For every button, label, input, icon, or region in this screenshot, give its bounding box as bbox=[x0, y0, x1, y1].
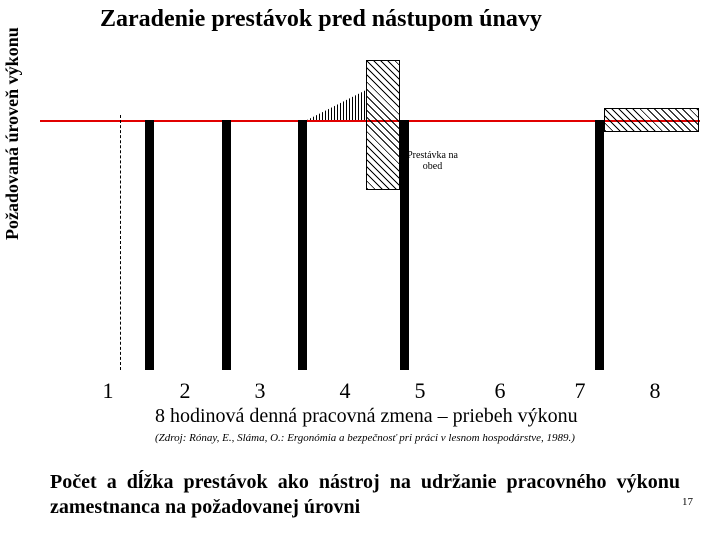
conclusion-text: Počet a dĺžka prestávok ako nástroj na u… bbox=[50, 470, 680, 520]
break-bar-3 bbox=[298, 120, 307, 370]
x-tick-1: 1 bbox=[103, 378, 114, 404]
chart-subtitle: 8 hodinová denná pracovná zmena – priebe… bbox=[155, 405, 578, 428]
performance-chart: Prestávka na obed bbox=[40, 50, 700, 370]
y-axis-label: Požadovaná úroveň výkonu bbox=[2, 10, 23, 240]
x-tick-8: 8 bbox=[650, 378, 661, 404]
break-bar-4 bbox=[400, 120, 409, 370]
break-bar-1 bbox=[145, 120, 154, 370]
page-number: 17 bbox=[682, 496, 693, 508]
break-bar-2 bbox=[222, 120, 231, 370]
x-tick-2: 2 bbox=[180, 378, 191, 404]
x-tick-5: 5 bbox=[415, 378, 426, 404]
x-tick-7: 7 bbox=[575, 378, 586, 404]
shift-start-dashed bbox=[120, 115, 121, 370]
fatigue-hatch bbox=[307, 90, 366, 120]
x-tick-3: 3 bbox=[255, 378, 266, 404]
lunch-break-label: Prestávka na obed bbox=[405, 150, 460, 172]
citation-text: (Zdroj: Rónay, E., Sláma, O.: Ergonómia … bbox=[155, 432, 575, 444]
lunch-break-box bbox=[366, 60, 400, 190]
slide-title: Zaradenie prestávok pred nástupom únavy bbox=[100, 6, 542, 33]
x-tick-6: 6 bbox=[495, 378, 506, 404]
break-bar-right bbox=[595, 120, 604, 370]
x-tick-4: 4 bbox=[340, 378, 351, 404]
end-shift-fatigue-box bbox=[604, 108, 699, 132]
